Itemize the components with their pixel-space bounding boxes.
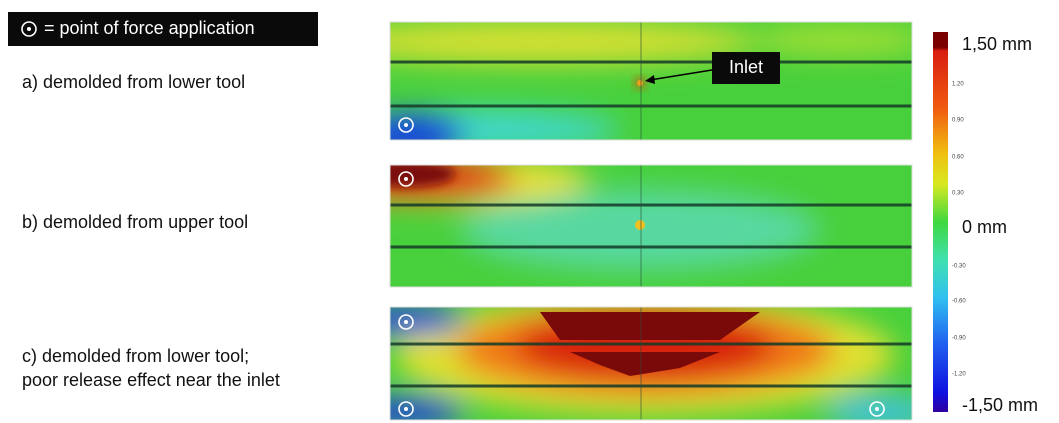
colorbar-max: 1,50 mm	[962, 34, 1032, 54]
deviation-map	[345, 295, 935, 423]
colorbar-tick-label: 0.60	[952, 155, 964, 161]
colorbar-tick-label: -1.20	[952, 372, 966, 378]
colorbar-tick-label: -0.30	[952, 264, 966, 270]
colorbar	[933, 32, 948, 412]
colorbar-min: -1,50 mm	[962, 395, 1038, 415]
colorbar-tick-label: 1.20	[952, 82, 964, 88]
colorbar-tick-label: 0.90	[952, 118, 964, 124]
panel-label: a) demolded from lower tool	[22, 72, 245, 92]
colorbar-tick-label: -0.90	[952, 336, 966, 342]
colorbar-tick-label: 0.30	[952, 191, 964, 197]
panel-label: b) demolded from upper tool	[22, 212, 248, 232]
annotation: Inlet	[729, 57, 763, 77]
force-symbol-dot	[27, 27, 31, 31]
deviation-map	[320, 20, 930, 157]
figure: = point of force application a) demolded…	[0, 0, 1059, 423]
panel-label: c) demolded from lower tool;	[22, 346, 249, 366]
panel-label: poor release effect near the inlet	[22, 370, 280, 390]
colorbar-mid: 0 mm	[962, 217, 1007, 237]
colorbar-tick-label: -0.60	[952, 299, 966, 305]
legend-text: = point of force application	[44, 18, 255, 38]
